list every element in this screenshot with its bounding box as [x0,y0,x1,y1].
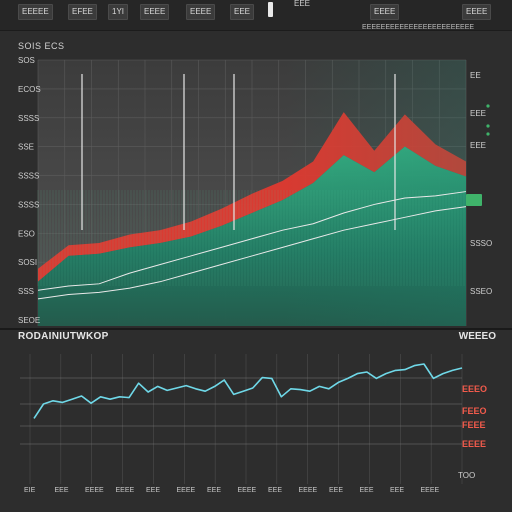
x-tick-label: EEE [268,487,282,494]
toolbar-button-1[interactable]: EEEEE [18,4,53,20]
y-tick-label: SSE [18,143,34,152]
y-tick-label: FEEE [462,420,486,430]
x-axis-label: TOO [458,471,475,480]
right-axis-dot [486,132,490,136]
toolbar-label: EEE [294,0,311,8]
y-tick-label: SSSS [18,172,39,181]
toolbar-button-4[interactable]: EEEE [140,4,170,20]
y-tick-label: ECOS [18,85,41,94]
bottom-chart-title-right: WEEEO [458,331,496,342]
panel-divider [0,328,512,330]
y-tick-label: SSSS [18,114,39,123]
x-tick-label: EEEE [177,487,196,494]
toolbar-button-6[interactable]: EEE [230,4,255,20]
y-tick-label: SOS [18,56,35,65]
right-tick-label: SSEO [470,287,492,296]
x-tick-label: EEEE [116,487,135,494]
highlight-band [285,60,466,326]
right-tick-label: EEE [470,109,486,118]
toolbar-button-5[interactable]: EEEE [186,4,216,20]
right-tick-label: EE [470,71,481,80]
x-tick-label: EEEE [85,487,104,494]
bottom-line-chart: EIE EEE EEEE EEEE EEE EEEE EEE EEEE EEE EEEE EEE EE… [20,354,487,494]
top-marks [37,60,490,326]
x-tick-label: EEE [360,487,374,494]
toolbar-right-button[interactable]: EEEE [370,4,400,20]
toolbar: EEEEE EFEE 1YI EEEE EEEE EEE EEE EEEE EE… [0,0,512,31]
x-tick-label: EEE [207,487,221,494]
x-tick-label: EEEE [421,487,440,494]
bottom-grid [20,354,463,484]
y-tick-label: EEEO [462,384,487,394]
top-chart-title: SOIS ECS [18,41,65,51]
x-tick-label: EEE [55,487,69,494]
y-tick-label: FEEO [462,406,487,416]
right-axis-dot [486,124,490,128]
x-tick-label: EEE [329,487,343,494]
series-line [33,363,463,419]
y-tick-label: SSS [18,287,34,296]
y-tick-label: SEOE [18,316,40,325]
x-tick-label: EIE [24,487,36,494]
y-tick-label: EEEE [462,439,486,449]
toolbar-button-2[interactable]: EFEE [68,4,97,20]
top-chart-subtitle: EEEEEEEEEEEEEEEEEEEEEEEE [362,24,475,31]
bottom-marks [33,363,463,419]
bottom-chart-title: RODAINIUTWKOP [18,331,109,342]
y-tick-label: SOSI [18,258,37,267]
top-y-axis: SOS ECOS SSSS SSE SSSS SSSS ESO SOSI SSS SEOE [18,56,41,325]
current-value-marker [466,194,482,206]
y-tick-label: SSSS [18,200,39,209]
x-tick-label: EEEE [238,487,257,494]
x-tick-label: EEE [146,487,160,494]
toolbar-button-3[interactable]: 1YI [108,4,129,20]
right-tick-label: SSSO [470,239,492,248]
cursor-tool-icon[interactable] [268,2,273,17]
x-tick-label: EEEE [299,487,318,494]
toolbar-far-right-button[interactable]: EEEE [462,4,492,20]
bottom-axis-labels: EIE EEE EEEE EEEE EEE EEEE EEE EEEE EEE EEEE EEE EE… [24,384,487,494]
y-tick-label: ESO [18,229,35,238]
right-tick-label: EEE [470,141,486,150]
right-axis-dot [486,104,490,108]
x-tick-label: EEE [390,487,404,494]
